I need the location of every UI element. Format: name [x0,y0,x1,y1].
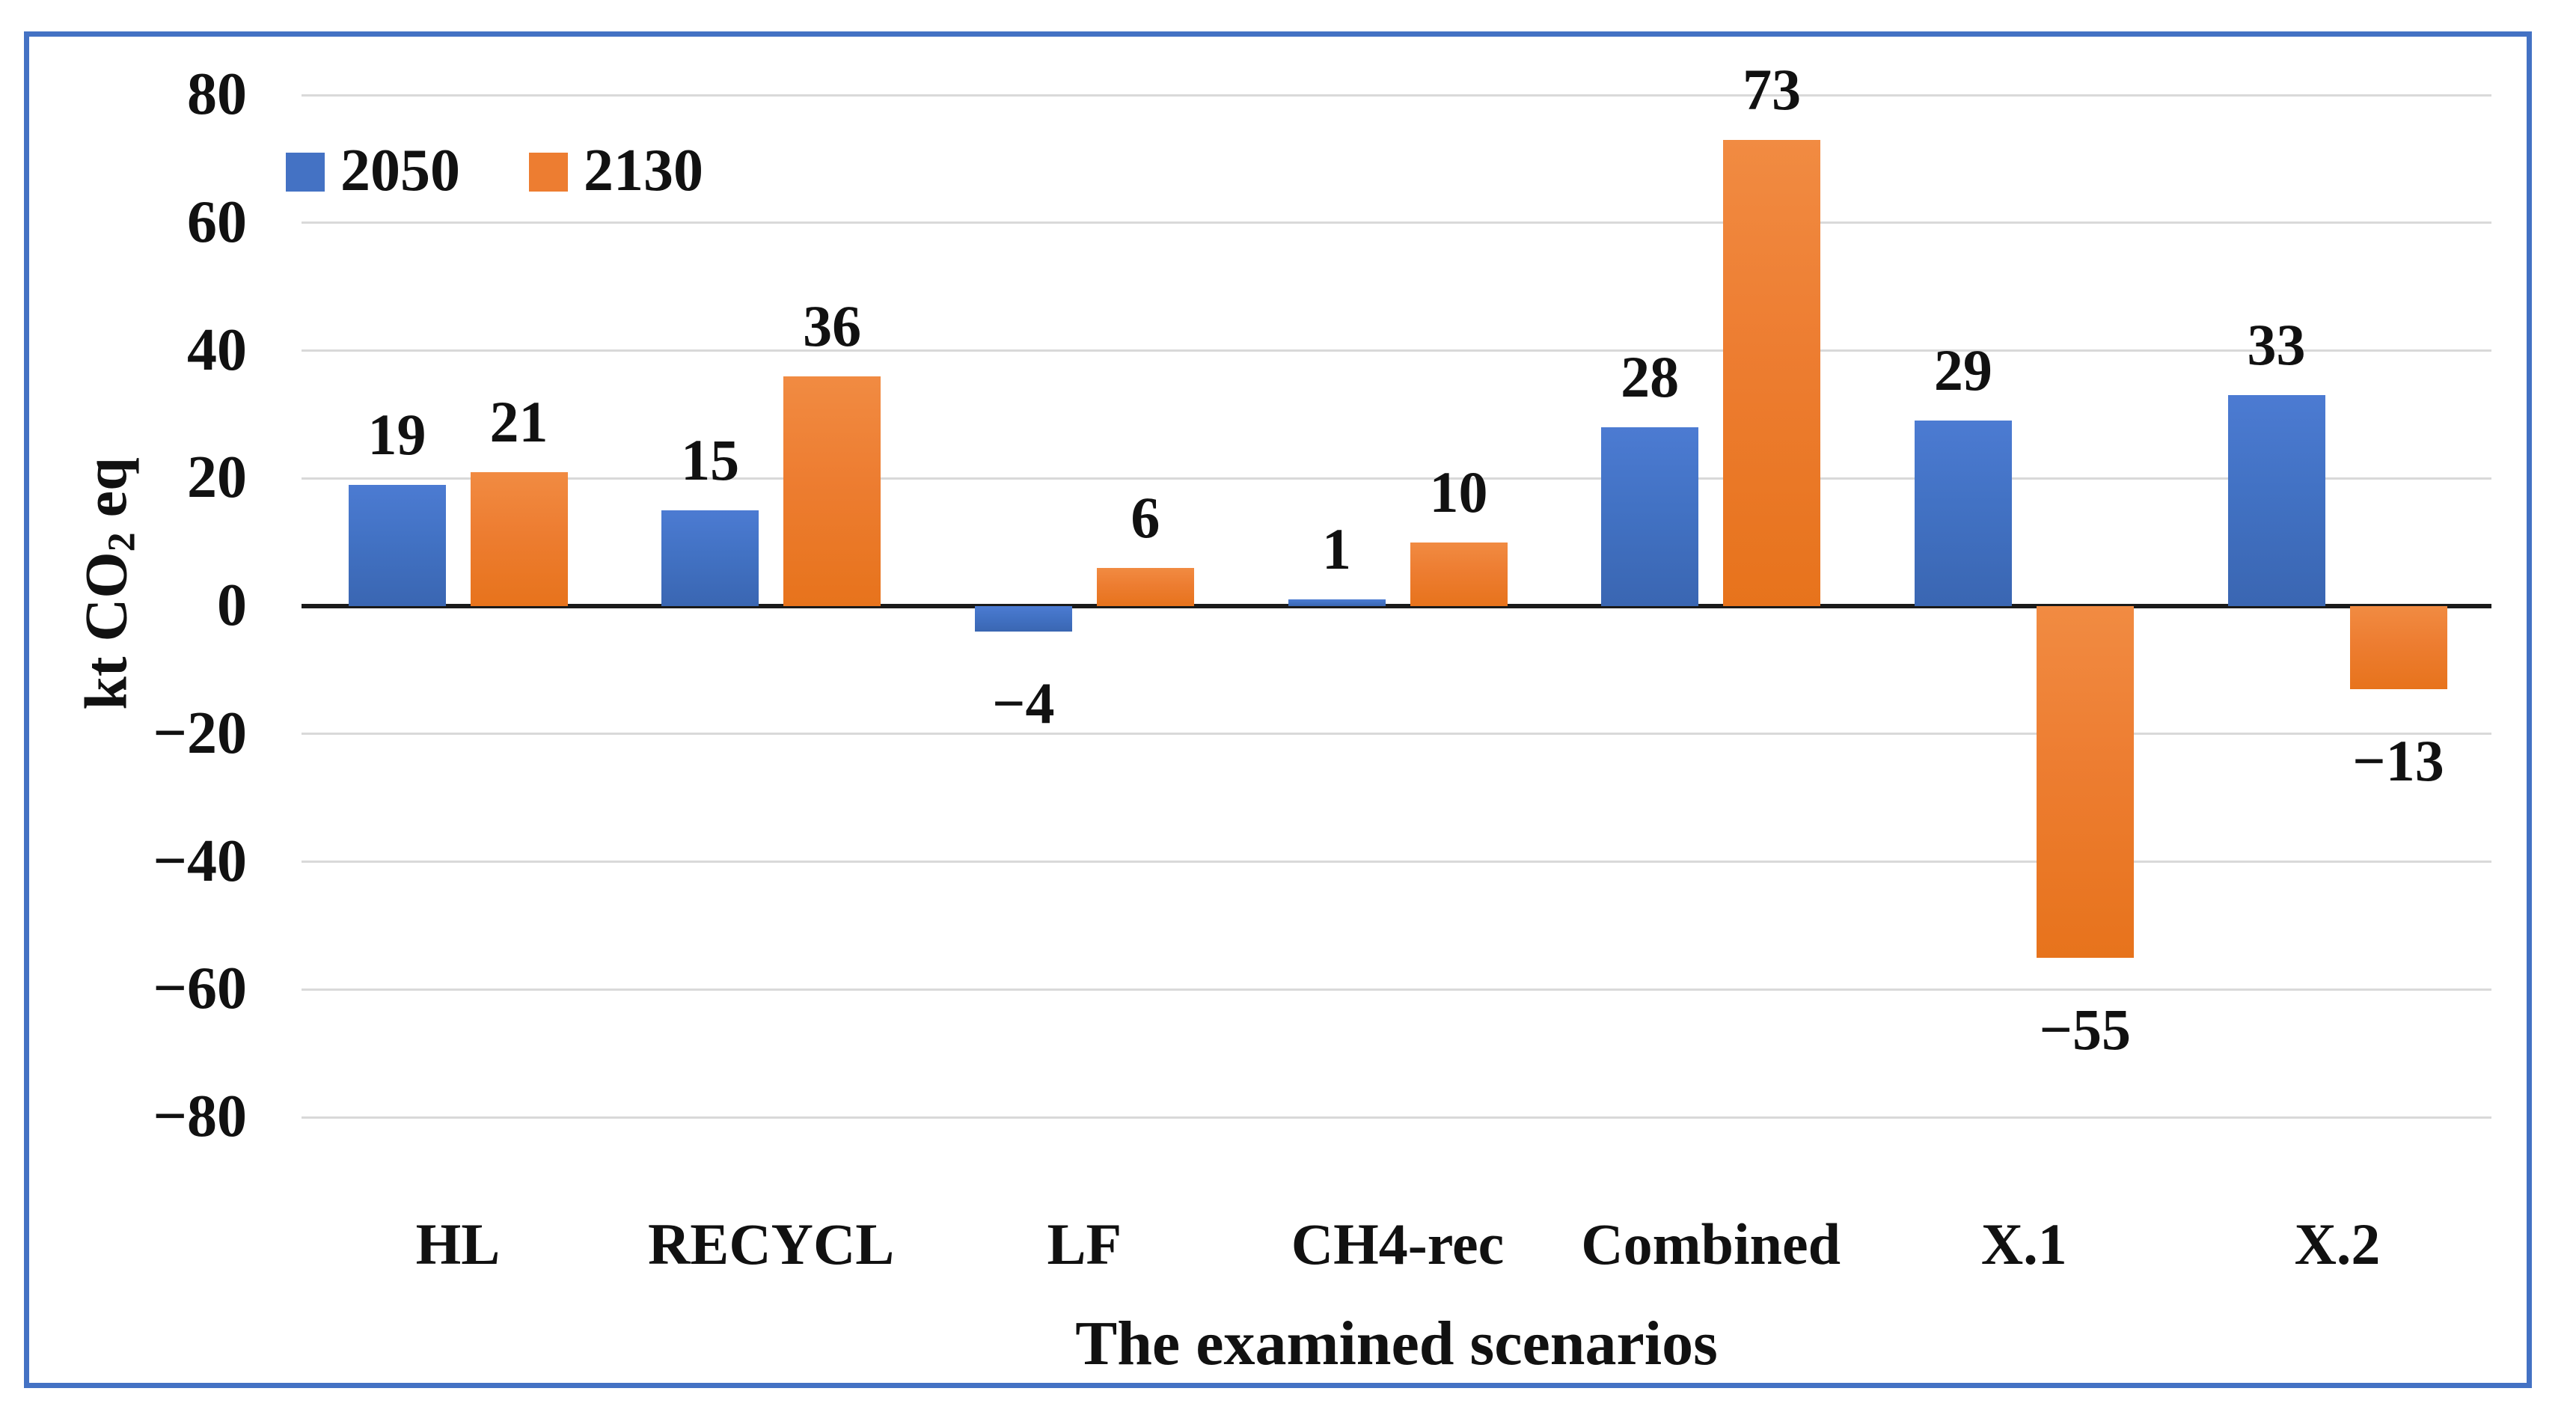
gridline--20 [302,733,2491,736]
bar-2050-Combined [1601,427,1699,606]
bar-2130-CH4-rec [1410,542,1508,606]
data-label-2050-LF: −4 [992,670,1055,736]
data-label-2050-X.2: 33 [2247,312,2306,378]
bar-2050-X.1 [1914,421,2012,606]
bar-2050-RECYCL [661,510,759,606]
bar-2130-HL [470,471,568,606]
legend-label-2050: 2050 [340,138,460,204]
category-label-Combined: Combined [1581,1211,1841,1277]
y-tick-label-40: 40 [187,317,247,383]
y-tick-label--60: −60 [153,956,247,1022]
bar-2050-CH4-rec [1288,599,1386,606]
gridline--40 [302,861,2491,863]
bar-2050-HL [348,484,446,606]
x-axis-line [302,604,2491,608]
legend-swatch-2130 [529,153,568,192]
gridline-60 [302,221,2491,224]
data-label-2050-Combined: 28 [1621,343,1680,409]
y-tick-label-80: 80 [187,61,247,127]
bar-2130-RECYCL [783,376,881,606]
gridline-80 [302,94,2491,97]
data-label-2130-LF: 6 [1131,484,1160,550]
data-label-2050-RECYCL: 15 [681,427,740,492]
y-axis-title-subscript: 2 [100,532,144,552]
gridline-40 [302,349,2491,352]
category-label-CH4-rec: CH4-rec [1291,1211,1505,1277]
y-tick-label-20: 20 [187,444,247,511]
bar-2130-X.2 [2349,606,2447,689]
category-label-X.2: X.2 [2294,1211,2381,1277]
data-label-2050-CH4-rec: 1 [1322,516,1351,582]
y-tick-label-0: 0 [217,572,247,638]
legend-label-2130: 2130 [584,138,703,204]
y-axis-title-text: kt CO [73,551,140,710]
bar-2130-X.1 [2036,606,2134,958]
y-tick-label--20: −20 [153,700,247,766]
category-label-X.1: X.1 [1980,1211,2067,1277]
category-label-HL: HL [415,1211,501,1277]
bar-2130-LF [1096,567,1194,606]
data-label-2130-CH4-rec: 10 [1429,459,1488,525]
bar-2130-Combined [1723,139,1821,606]
y-tick-label-60: 60 [187,189,247,255]
data-label-2130-HL: 21 [489,388,548,454]
data-label-2050-HL: 19 [367,401,426,467]
x-axis-title: The examined scenarios [1075,1309,1718,1378]
category-label-LF: LF [1047,1211,1122,1277]
gridline-20 [302,477,2491,480]
gridline--80 [302,1116,2491,1119]
chart-border-frame [24,31,2532,1388]
bar-2050-X.2 [2227,395,2325,606]
data-label-2130-X.1: −55 [2039,996,2132,1062]
data-label-2050-X.1: 29 [1933,337,1992,403]
bar-2050-LF [974,606,1072,632]
gridline--60 [302,988,2491,991]
y-axis-title-unit: eq [73,457,140,533]
y-tick-label--40: −40 [153,828,247,894]
category-label-RECYCL: RECYCL [647,1211,895,1277]
data-label-2130-Combined: 73 [1743,56,1802,122]
y-axis-title: kt CO2 eq [73,457,144,710]
y-tick-label--80: −80 [153,1084,247,1149]
legend-swatch-2050 [286,153,325,192]
data-label-2130-X.2: −13 [2352,727,2444,793]
data-label-2130-RECYCL: 36 [803,293,862,358]
